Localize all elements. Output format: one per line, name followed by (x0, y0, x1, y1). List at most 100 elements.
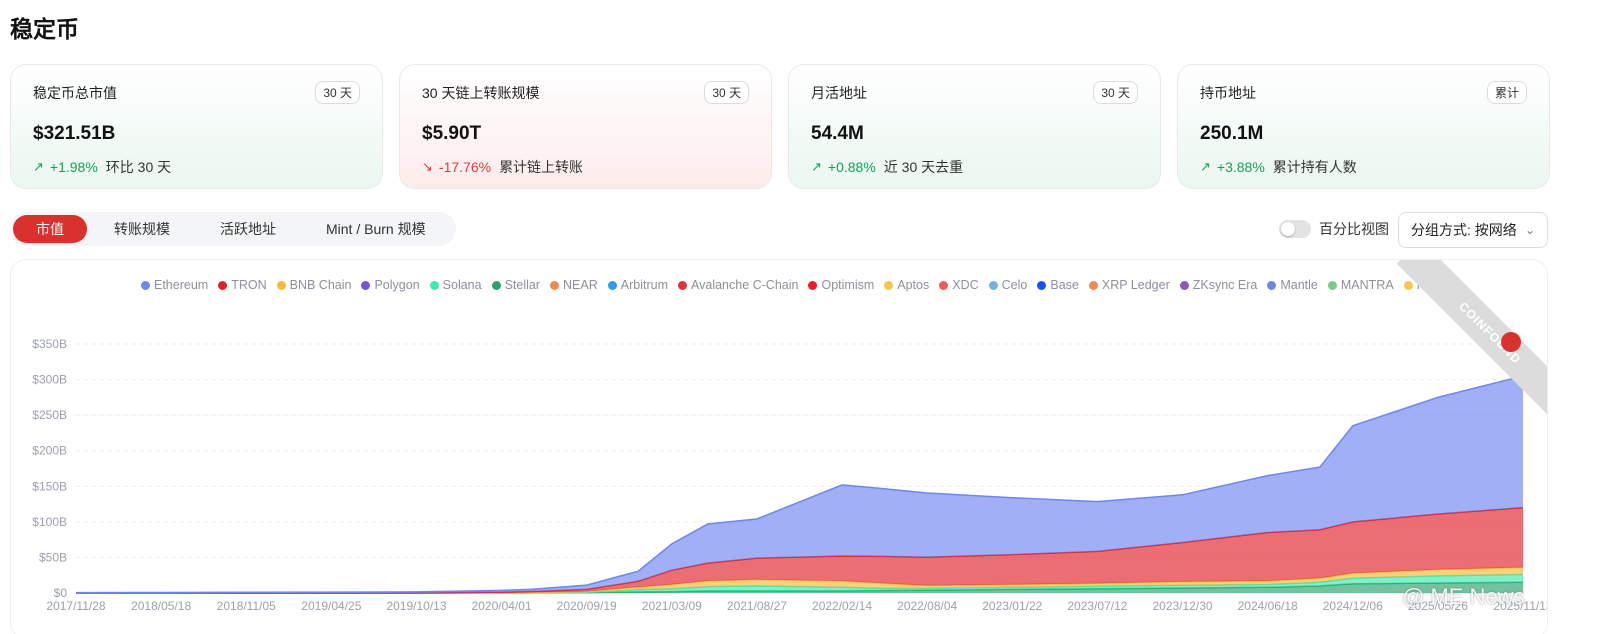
legend-label: Ethereum (154, 278, 209, 292)
legend-item[interactable]: Celo (988, 278, 1027, 292)
legend-item[interactable]: Stellar (491, 278, 541, 292)
area-ethereum (76, 376, 1523, 593)
card-holders: 持币地址 累计 250.1M ↗ +3.88% 累计持有人数 (1177, 64, 1550, 189)
x-tick-label: 2025/05/26 (1408, 599, 1468, 613)
legend-label: Base (1050, 278, 1079, 292)
metric-tabs: 市值 转账规模 活跃地址 Mint / Burn 规模 (10, 212, 456, 246)
change-percent: +0.88% (827, 159, 876, 175)
legend-item[interactable]: Arbitrum (607, 278, 668, 292)
x-tick-label: 2021/03/09 (642, 599, 702, 613)
change-note: 累计链上转账 (499, 159, 584, 175)
change-percent: +1.98% (49, 159, 98, 175)
chevron-down-icon: ⌄ (1524, 223, 1535, 237)
tab-transfer-volume[interactable]: 转账规模 (114, 221, 170, 237)
card-label: 持币地址 (1200, 85, 1256, 101)
area-ethereum-line (75, 375, 1524, 594)
y-tick-label: $100B (32, 515, 67, 529)
card-label: 月活地址 (811, 85, 867, 101)
y-tick-label: $250B (32, 408, 67, 422)
legend-dot (1179, 280, 1189, 290)
y-tick-label: $50B (39, 550, 67, 564)
change-percent: -17.76% (438, 159, 492, 175)
area-tron (76, 507, 1523, 593)
legend-label: BNB Chain (289, 278, 352, 292)
x-tick-label: 2023/12/30 (1152, 599, 1212, 613)
group-by-select[interactable]: 分组方式: 按网络 ⌄ (1398, 212, 1548, 248)
card-monthly-active: 月活地址 30 天 54.4M ↗ +0.88% 近 30 天去重 (788, 64, 1161, 189)
percent-view-toggle[interactable] (1279, 220, 1311, 238)
area-solana (76, 574, 1523, 593)
legend-dot (1267, 280, 1277, 290)
legend-label: Arbitrum (620, 278, 668, 292)
legend-dot (678, 280, 687, 290)
stacked-area-chart: $0 $50B $100B $150B $200B $250B $300B $350B 2017… (32, 337, 1548, 613)
legend-label: TRON (231, 278, 267, 292)
legend-dot (1088, 280, 1098, 290)
legend-item[interactable]: Polygon (361, 278, 420, 292)
legend-item[interactable]: Solana (429, 278, 482, 292)
legend-item[interactable]: XRP Ledger (1088, 278, 1170, 292)
x-tick-label: 2019/10/13 (386, 599, 446, 613)
stat-cards: 稳定币总市值 30 天 $321.51B ↗ +1.98% 环比 30 天 30… (10, 64, 1550, 189)
card-label: 30 天链上转账规模 (422, 85, 540, 101)
x-tick-label: 2023/01/22 (982, 599, 1042, 613)
legend-dot (808, 280, 818, 290)
group-by-value: 分组方式: 按网络 (1411, 222, 1517, 238)
legend-dot (141, 280, 150, 290)
legend-label: Stellar (504, 278, 541, 292)
x-tick-label: 2017/11/28 (46, 599, 105, 613)
legend-item[interactable]: NEAR (550, 278, 598, 292)
legend-item[interactable]: Base (1037, 278, 1079, 292)
legend-dot (550, 280, 560, 290)
y-tick-label: $200B (32, 444, 67, 458)
legend-item[interactable]: Aptos (884, 278, 929, 292)
tab-active-addresses[interactable]: 活跃地址 (220, 221, 276, 237)
card-label: 稳定币总市值 (33, 85, 117, 101)
x-tick-label: 2025/11/13 (1493, 599, 1548, 613)
card-change: ↗ +1.98% 环比 30 天 (33, 157, 360, 177)
percent-view-label: 百分比视图 (1319, 221, 1389, 237)
card-market-cap: 稳定币总市值 30 天 $321.51B ↗ +1.98% 环比 30 天 (10, 64, 383, 189)
legend-label: Polygon (374, 278, 420, 292)
y-tick-label: $0 (54, 586, 68, 600)
x-tick-label: 2018/11/05 (217, 599, 276, 613)
legend-dot (218, 280, 228, 290)
legend-label: ZKsync Era (1192, 278, 1258, 292)
x-tick-label: 2018/05/18 (131, 599, 191, 613)
legend-dot (1403, 280, 1413, 290)
legend-label: Aptos (897, 278, 930, 292)
x-tick-label: 2019/04/25 (301, 599, 361, 613)
legend-dot (884, 280, 894, 290)
change-note: 近 30 天去重 (883, 159, 964, 175)
card-value: 54.4M (811, 123, 864, 144)
period-badge: 30 天 (315, 81, 360, 104)
y-tick-label: $350B (32, 337, 67, 351)
legend-item[interactable]: BNB Chain (276, 278, 352, 292)
legend-dot (988, 280, 998, 290)
legend-item[interactable]: Mantle (1267, 278, 1318, 292)
card-value: 250.1M (1200, 123, 1264, 144)
legend-dot (429, 280, 439, 290)
arrow-up-right-icon: ↗ (811, 159, 822, 174)
legend-item[interactable]: MANTRA (1327, 278, 1394, 292)
period-badge: 累计 (1486, 81, 1527, 104)
legend-label: NEAR (563, 278, 598, 292)
tab-mint-burn[interactable]: Mint / Burn 规模 (326, 221, 426, 237)
legend-item[interactable]: Ethereum (141, 278, 208, 292)
legend-item[interactable]: Avalanche C-Chain (678, 278, 798, 292)
legend-item[interactable]: ZKsync Era (1179, 278, 1258, 292)
legend-label: Mantle (1280, 278, 1318, 292)
x-tick-label: 2022/02/14 (812, 599, 872, 613)
legend-item[interactable]: Optimism (808, 278, 874, 292)
arrow-down-right-icon: ↘ (422, 159, 433, 174)
legend-item[interactable]: TRON (218, 278, 267, 292)
toggle-knob (1281, 222, 1295, 236)
tab-market-cap[interactable]: 市值 (13, 215, 87, 243)
arrow-up-right-icon: ↗ (1200, 159, 1211, 174)
legend-item[interactable]: XDC (939, 278, 979, 292)
legend-dot (1037, 280, 1047, 290)
chart-panel: Ethereum TRON BNB Chain Polygon Solana Stella… (10, 259, 1548, 634)
x-tick-label: 2020/09/19 (557, 599, 617, 613)
legend-dot (361, 280, 371, 290)
legend-dot (491, 280, 501, 290)
